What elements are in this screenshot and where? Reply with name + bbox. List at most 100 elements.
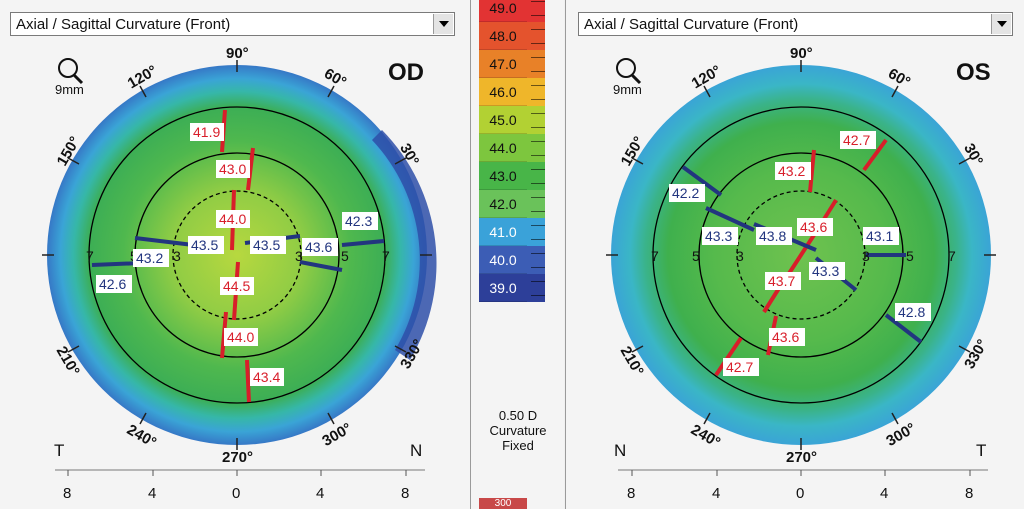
svg-text:3: 3 xyxy=(173,248,181,264)
os-eye-label: OS xyxy=(956,59,991,86)
svg-text:3: 3 xyxy=(295,248,303,264)
svg-text:3: 3 xyxy=(736,248,744,264)
svg-text:43.6: 43.6 xyxy=(305,239,332,255)
scale-cell: 42.0 xyxy=(479,190,527,218)
os-red-value-labels: 42.7 43.2 43.6 43.7 43.6 42.7 xyxy=(723,131,876,376)
scale-type: Curvature xyxy=(489,423,547,438)
od-zoom-label: 9mm xyxy=(55,82,84,97)
scale-cell: 48.0 xyxy=(479,22,527,50)
svg-text:0: 0 xyxy=(796,485,804,502)
svg-text:43.5: 43.5 xyxy=(253,237,280,253)
svg-text:3: 3 xyxy=(862,248,870,264)
scale-cell: 43.0 xyxy=(479,162,527,190)
svg-text:41.9: 41.9 xyxy=(193,124,220,140)
svg-text:270°: 270° xyxy=(786,449,817,466)
svg-text:43.2: 43.2 xyxy=(136,250,163,266)
od-map-disc xyxy=(47,65,427,445)
svg-text:4: 4 xyxy=(148,485,156,502)
os-topography-map[interactable]: 7 5 3 3 5 7 42.7 43.2 43.6 43.7 43.6 42.… xyxy=(566,0,1024,509)
scale-mode: Fixed xyxy=(502,438,534,453)
chevron-down-icon[interactable] xyxy=(433,14,453,34)
od-topography-map[interactable]: 7 5 3 3 5 7 41.9 43.0 44.0 44.5 44.0 43.… xyxy=(0,0,470,509)
svg-text:90°: 90° xyxy=(790,45,813,62)
scale-step: 0.50 D xyxy=(498,408,538,423)
svg-text:7: 7 xyxy=(651,248,659,264)
svg-text:7: 7 xyxy=(948,248,956,264)
svg-text:43.3: 43.3 xyxy=(705,228,732,244)
svg-text:42.7: 42.7 xyxy=(843,132,870,148)
svg-text:43.1: 43.1 xyxy=(866,228,893,244)
od-map-panel[interactable]: Axial / Sagittal Curvature (Front) xyxy=(0,0,471,509)
os-degree-ticks xyxy=(606,60,996,450)
svg-text:42.8: 42.8 xyxy=(898,304,925,320)
scale-cell: 40.0 xyxy=(479,246,527,274)
os-map-panel[interactable]: Axial / Sagittal Curvature (Front) xyxy=(565,0,1024,509)
color-scale-legend: 49.0 48.0 47.0 46.0 45.0 44.0 43.0 42.0 41.0 40.0… xyxy=(471,0,564,509)
svg-text:43.2: 43.2 xyxy=(778,163,805,179)
os-x-axis: 8 4 0 4 8 xyxy=(618,469,988,502)
svg-text:42.2: 42.2 xyxy=(672,185,699,201)
svg-text:4: 4 xyxy=(712,485,720,502)
svg-text:43.6: 43.6 xyxy=(772,329,799,345)
os-ring-labels: 7 5 3 3 5 7 xyxy=(651,248,956,264)
svg-text:0: 0 xyxy=(232,485,240,502)
scale-cell: 41.0 xyxy=(479,218,527,246)
od-map-type-dropdown[interactable]: Axial / Sagittal Curvature (Front) xyxy=(10,12,455,36)
svg-text:43.3: 43.3 xyxy=(812,263,839,279)
svg-text:42.3: 42.3 xyxy=(345,213,372,229)
svg-text:8: 8 xyxy=(401,485,409,502)
scale-strip xyxy=(527,0,545,22)
svg-text:42.6: 42.6 xyxy=(99,276,126,292)
svg-text:8: 8 xyxy=(627,485,635,502)
svg-text:4: 4 xyxy=(316,485,324,502)
svg-text:43.7: 43.7 xyxy=(768,273,795,289)
od-degree-ticks xyxy=(42,60,432,450)
os-zoom-label: 9mm xyxy=(613,82,642,97)
magnifier-icon[interactable] xyxy=(58,58,84,85)
os-side-left: N xyxy=(614,441,626,460)
svg-text:44.0: 44.0 xyxy=(227,329,254,345)
svg-text:5: 5 xyxy=(906,248,914,264)
scale-settings: 0.50 D Curvature Fixed xyxy=(477,408,559,453)
svg-text:5: 5 xyxy=(341,248,349,264)
scale-cell: 39.0 xyxy=(479,274,527,302)
chevron-down-icon[interactable] xyxy=(991,14,1011,34)
svg-text:8: 8 xyxy=(965,485,973,502)
od-red-value-labels: 41.9 43.0 44.0 44.5 44.0 43.4 xyxy=(190,123,284,386)
magnifier-icon[interactable] xyxy=(616,58,642,85)
svg-text:44.0: 44.0 xyxy=(219,211,246,227)
os-map-type-value: Axial / Sagittal Curvature (Front) xyxy=(584,16,799,33)
svg-text:43.5: 43.5 xyxy=(191,237,218,253)
svg-text:43.8: 43.8 xyxy=(759,228,786,244)
svg-text:43.6: 43.6 xyxy=(800,219,827,235)
svg-text:43.0: 43.0 xyxy=(219,161,246,177)
scale-cell: 44.0 xyxy=(479,134,527,162)
od-edge-band xyxy=(372,130,437,360)
scale-cell: 47.0 xyxy=(479,50,527,78)
scale-bottom-cell: 300 xyxy=(479,498,527,509)
od-side-right: N xyxy=(410,441,422,460)
svg-text:7: 7 xyxy=(86,248,94,264)
os-side-right: T xyxy=(976,441,986,460)
svg-text:43.4: 43.4 xyxy=(253,369,280,385)
scale-cell: 45.0 xyxy=(479,106,527,134)
od-blue-value-labels: 42.3 43.6 43.5 43.5 43.2 42.6 xyxy=(96,212,378,293)
svg-text:5: 5 xyxy=(692,248,700,264)
od-side-left: T xyxy=(54,441,64,460)
svg-text:44.5: 44.5 xyxy=(223,278,250,294)
scale-cell: 46.0 xyxy=(479,78,527,106)
svg-text:270°: 270° xyxy=(222,449,253,466)
svg-text:90°: 90° xyxy=(226,45,249,62)
od-eye-label: OD xyxy=(388,59,424,86)
svg-text:4: 4 xyxy=(880,485,888,502)
svg-text:300°: 300° xyxy=(319,420,354,450)
svg-text:42.7: 42.7 xyxy=(726,359,753,375)
scale-cell: 49.0 xyxy=(479,0,527,22)
scale-ticks xyxy=(527,0,545,400)
od-x-axis: 8 4 0 4 8 xyxy=(55,469,425,502)
svg-text:300°: 300° xyxy=(883,420,918,450)
svg-text:8: 8 xyxy=(63,485,71,502)
os-blue-value-labels: 42.2 43.3 43.8 43.3 43.1 42.8 xyxy=(669,184,931,321)
od-map-type-value: Axial / Sagittal Curvature (Front) xyxy=(16,16,231,33)
os-map-type-dropdown[interactable]: Axial / Sagittal Curvature (Front) xyxy=(578,12,1013,36)
